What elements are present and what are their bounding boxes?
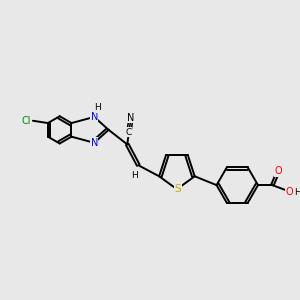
Text: O: O xyxy=(275,166,283,176)
Text: H: H xyxy=(94,103,101,112)
Text: C: C xyxy=(126,128,132,137)
Text: S: S xyxy=(175,184,181,194)
Text: O: O xyxy=(286,187,293,197)
Text: N: N xyxy=(91,138,98,148)
Text: Cl: Cl xyxy=(21,116,31,126)
Text: N: N xyxy=(127,112,135,123)
Text: N: N xyxy=(91,112,98,122)
Text: H: H xyxy=(131,171,138,180)
Text: H: H xyxy=(294,188,300,196)
